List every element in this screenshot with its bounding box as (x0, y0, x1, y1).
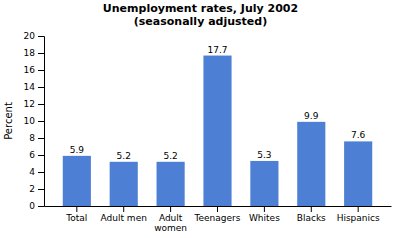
y-tick-mark (38, 172, 44, 173)
y-tick-mark (38, 206, 44, 207)
x-tick-label: Whites (249, 213, 280, 223)
x-tick-mark (358, 206, 359, 212)
x-tick-label-line: women (154, 223, 187, 233)
x-tick-mark (170, 206, 171, 212)
x-tick-mark (264, 206, 265, 212)
y-tick-label: 16 (24, 65, 36, 75)
y-tick-mark (38, 104, 44, 105)
x-axis: Total Adult men Adultwomen Teenagers Whites B… (45, 206, 392, 233)
y-tick-mark (38, 70, 44, 71)
y-tick: 14 (24, 82, 44, 92)
bar (203, 56, 231, 206)
x-tick-label-line: Teenagers (194, 213, 241, 223)
bar (250, 161, 278, 206)
y-tick: 6 (29, 150, 44, 160)
x-tick-label-line: Adult (159, 213, 183, 223)
x-tick: Teenagers (194, 206, 241, 223)
x-tick-label: Hispanics (337, 213, 380, 223)
x-tick-label-line: Total (65, 213, 87, 223)
y-tick-mark (38, 36, 44, 37)
y-tick: 18 (24, 48, 44, 58)
y-tick: 2 (29, 184, 44, 194)
x-tick: Adultwomen (154, 206, 187, 233)
x-tick-mark (76, 206, 77, 212)
y-tick-label: 14 (24, 82, 36, 92)
data-label: 5.3 (257, 150, 271, 160)
data-label: 17.7 (207, 45, 227, 55)
x-tick-label: Total (65, 213, 87, 223)
y-tick-mark (38, 53, 44, 54)
bar (63, 156, 91, 206)
chart-title: Unemployment rates, July 2002(seasonally… (103, 2, 298, 28)
y-tick-label: 10 (24, 116, 36, 126)
x-tick: Adult men (101, 206, 147, 223)
x-tick-mark (217, 206, 218, 212)
data-label: 5.2 (163, 151, 177, 161)
y-tick-mark (38, 138, 44, 139)
x-tick-label-line: Hispanics (337, 213, 380, 223)
data-label: 9.9 (304, 111, 319, 121)
y-tick-mark (38, 121, 44, 122)
x-tick-label: Adult men (101, 213, 147, 223)
bars (63, 56, 372, 206)
data-labels: 5.9 5.2 5.2 17.7 5.3 9.9 7.6 (70, 45, 366, 161)
y-tick-label: 2 (29, 184, 35, 194)
y-tick: 16 (24, 65, 44, 75)
chart-svg: 0 2 4 6 8 10 12 14 16 18 20 Total Adult men Adultwome… (0, 0, 401, 238)
y-tick-mark (38, 87, 44, 88)
x-tick-label: Teenagers (194, 213, 241, 223)
y-axis-title: Percent (3, 102, 14, 140)
y-tick: 10 (24, 116, 44, 126)
chart-title-line: Unemployment rates, July 2002 (103, 2, 298, 15)
x-tick-label-line: Whites (249, 213, 280, 223)
x-tick-label: Blacks (297, 213, 326, 223)
y-axis-line (38, 37, 45, 207)
bar (344, 141, 372, 206)
data-label: 5.2 (117, 151, 131, 161)
bar (157, 162, 185, 206)
x-tick: Total (65, 206, 87, 223)
y-tick: 4 (29, 167, 44, 177)
y-axis: 0 2 4 6 8 10 12 14 16 18 20 (24, 31, 45, 211)
x-tick: Whites (249, 206, 280, 223)
y-tick-label: 8 (29, 133, 35, 143)
x-tick-label-line: Adult men (101, 213, 147, 223)
x-tick-label-line: Blacks (297, 213, 326, 223)
x-tick-mark (123, 206, 124, 212)
bar (297, 122, 325, 206)
y-tick-mark (38, 155, 44, 156)
y-tick-label: 12 (24, 99, 35, 109)
data-label: 5.9 (70, 145, 85, 155)
x-tick-label: Adultwomen (154, 213, 187, 233)
x-tick: Hispanics (337, 206, 380, 223)
y-tick-label: 20 (24, 31, 36, 41)
y-tick: 0 (29, 201, 44, 211)
bar (110, 162, 138, 206)
y-tick-label: 0 (29, 201, 35, 211)
x-tick-mark (311, 206, 312, 212)
y-tick-mark (38, 189, 44, 190)
y-tick-label: 18 (24, 48, 36, 58)
y-tick-label: 4 (29, 167, 35, 177)
y-tick: 8 (29, 133, 44, 143)
x-tick: Blacks (297, 206, 326, 223)
chart-title-line: (seasonally adjusted) (134, 15, 267, 28)
y-tick-label: 6 (29, 150, 35, 160)
chart-container: 0 2 4 6 8 10 12 14 16 18 20 Total Adult men Adultwome… (0, 0, 401, 238)
data-label: 7.6 (351, 130, 366, 140)
y-tick: 20 (24, 31, 44, 41)
y-tick: 12 (24, 99, 44, 109)
